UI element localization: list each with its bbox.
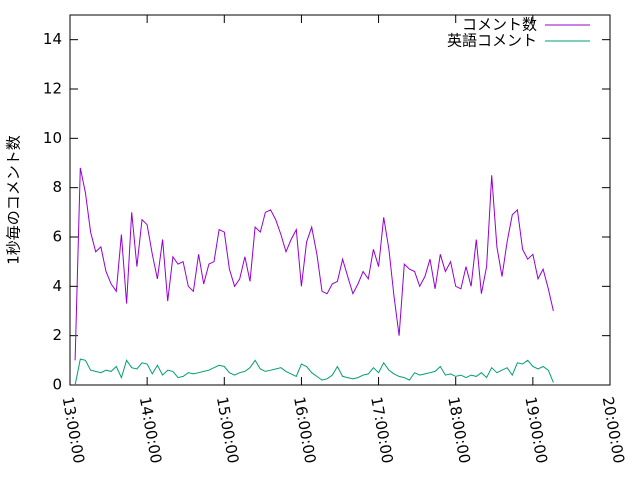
y-axis-label: 1秒毎のコメント数 <box>5 135 23 265</box>
y-tick-label: 14 <box>43 30 62 48</box>
y-tick-label: 0 <box>52 376 62 394</box>
y-tick-label: 12 <box>43 80 62 98</box>
y-tick-label: 8 <box>52 178 62 196</box>
data-line <box>74 358 554 386</box>
legend-label: コメント数 <box>462 16 537 34</box>
legend-label: 英語コメント <box>447 32 537 50</box>
y-tick-label: 2 <box>52 326 62 344</box>
data-line <box>74 167 554 361</box>
y-tick-label: 6 <box>52 228 62 246</box>
y-tick-label: 4 <box>52 277 62 295</box>
y-tick-label: 10 <box>43 129 62 147</box>
plot-border <box>69 14 611 386</box>
